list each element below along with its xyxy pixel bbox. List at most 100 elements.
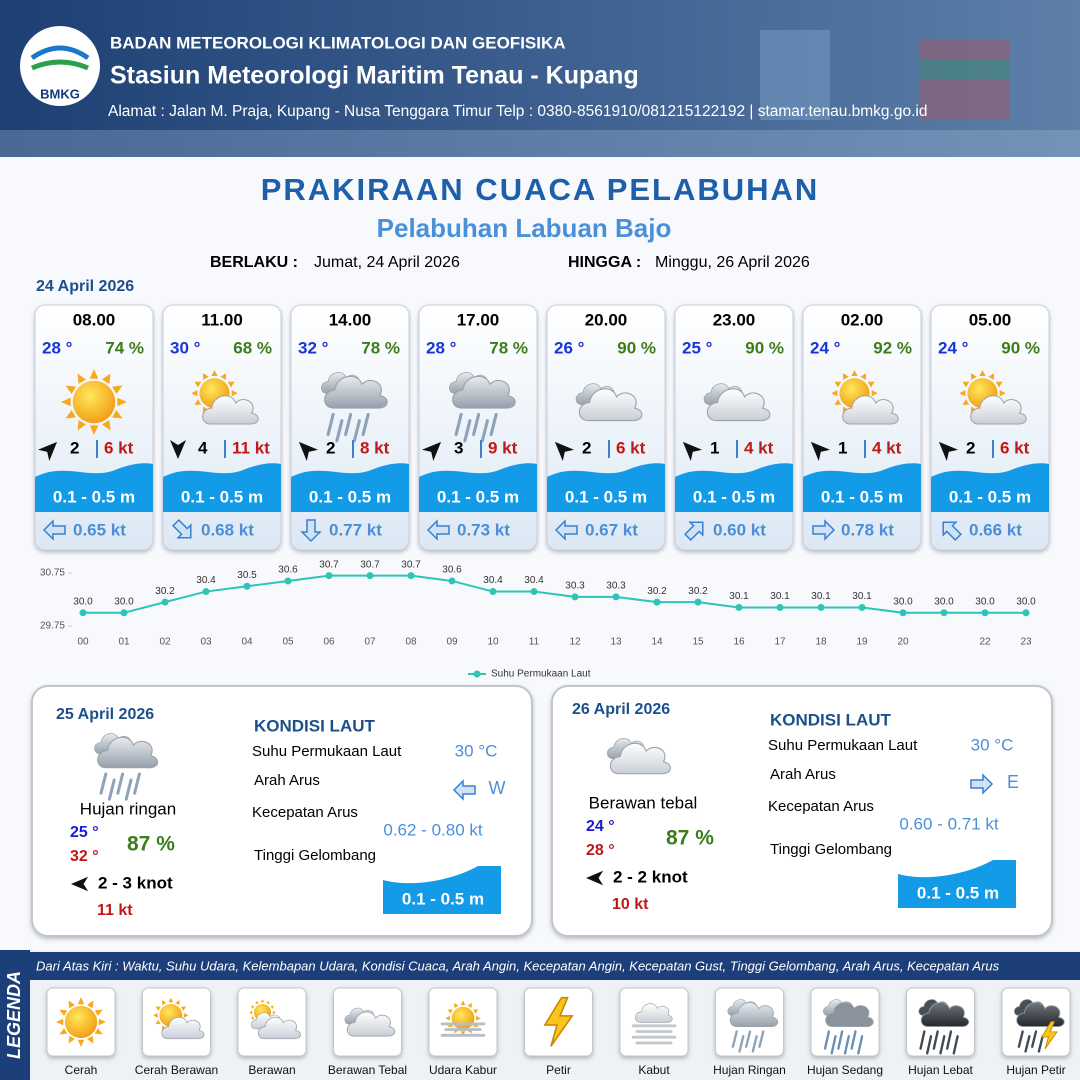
humidity: 92 % <box>873 338 912 357</box>
rain <box>335 419 344 443</box>
air-temperature: 24 ° <box>810 338 841 357</box>
wave <box>383 866 501 914</box>
sun-ray <box>112 410 123 419</box>
header-band <box>0 0 1080 157</box>
sun-ray <box>251 1016 255 1020</box>
legend-entry: Suhu Permukaan Laut <box>491 669 591 680</box>
sst-point <box>735 603 743 611</box>
value-label: 30.1 <box>852 591 872 602</box>
cloud <box>1016 1002 1065 1027</box>
sun-ray <box>98 1018 107 1026</box>
value-label: 30.7 <box>401 559 421 570</box>
gust-speed: 6 kt <box>1000 438 1030 457</box>
sun-ray <box>89 425 99 435</box>
air-temperature: 26 ° <box>554 338 585 357</box>
sun-ray <box>979 370 986 377</box>
port: Pelabuhan Labuan Bajo <box>377 213 672 243</box>
rain <box>758 1030 765 1048</box>
sun-ray <box>871 390 878 397</box>
value-label: 30.4 <box>524 575 544 586</box>
y-tick-label: 29.75 <box>40 621 65 632</box>
sun-ray <box>102 373 111 384</box>
panel-date: 25 April 2026 <box>56 706 154 723</box>
sea-speed: 0.60 - 0.71 kt <box>899 814 999 833</box>
wave-height: 0.1 - 0.5 m <box>949 487 1031 506</box>
legend-label: Berawan <box>248 1063 295 1077</box>
x-tick-label: 13 <box>610 637 622 648</box>
rain <box>352 419 361 443</box>
time: 11.00 <box>201 310 243 329</box>
sun-ray <box>467 1002 472 1009</box>
value-label: 30.0 <box>893 596 913 607</box>
air-temperature: 24 ° <box>938 338 969 357</box>
lightning <box>1040 1021 1058 1050</box>
air-temperature: 30 ° <box>170 338 201 357</box>
rain <box>107 778 116 801</box>
rain <box>1024 1035 1031 1053</box>
sst-point <box>202 588 210 596</box>
sea-sst: 30 °C <box>971 735 1014 754</box>
wind-arrow <box>298 441 319 462</box>
x-tick-label: 20 <box>897 637 909 648</box>
current-arrow <box>970 773 994 795</box>
sun-ray <box>959 390 966 397</box>
x-tick-label: 00 <box>77 637 89 648</box>
sun-ray <box>183 1012 189 1018</box>
header-scenery <box>0 30 1080 157</box>
current-arrow <box>426 519 450 541</box>
day-panel <box>31 685 533 937</box>
sun-ray <box>112 385 123 394</box>
sun-ray <box>68 1035 75 1044</box>
sst-point <box>940 609 948 617</box>
sst-point <box>858 603 866 611</box>
sun-ray <box>999 390 1006 397</box>
cloud <box>920 1002 970 1027</box>
sun-ray <box>194 399 202 405</box>
sun-ray <box>77 420 86 431</box>
value-label: 30.7 <box>319 559 339 570</box>
x-tick-label: 07 <box>364 637 376 648</box>
agency: BADAN METEOROLOGI KLIMATOLOGI DAN GEOFIS… <box>110 33 566 52</box>
wave <box>675 463 793 512</box>
wave <box>163 463 281 512</box>
value-label: 30.4 <box>483 575 503 586</box>
rain <box>124 778 133 801</box>
rain <box>1037 1035 1044 1053</box>
x-tick-label: 11 <box>529 637 540 648</box>
value-label: 30.0 <box>1016 596 1036 607</box>
wind-arrow <box>554 441 575 462</box>
sun-ray <box>851 370 858 377</box>
sun <box>64 1005 98 1039</box>
wave <box>898 860 1016 908</box>
current-speed: 0.78 kt <box>841 520 894 539</box>
humidity: 78 % <box>489 338 528 357</box>
cloud <box>634 1003 673 1023</box>
sun-ray <box>445 1015 450 1021</box>
rain <box>738 1035 745 1053</box>
weather-icon <box>831 370 899 425</box>
sun-ray <box>454 1002 459 1009</box>
cloud <box>97 736 159 769</box>
rain <box>850 1030 857 1050</box>
weather-icon <box>344 1007 396 1037</box>
sea-sst: 30 °C <box>455 741 498 760</box>
sun-ray <box>168 997 174 1003</box>
sun-ray <box>55 1018 64 1026</box>
condition: Berawan tebal <box>589 793 698 812</box>
current-speed: 0.73 kt <box>457 520 510 539</box>
sun-ray <box>460 1000 466 1006</box>
x-tick-label: 19 <box>856 637 868 648</box>
value-label: 30.7 <box>360 559 380 570</box>
sea-title: KONDISI LAUT <box>254 716 376 735</box>
sun-ray <box>867 381 875 388</box>
sun-ray <box>447 1009 453 1014</box>
x-tick-label: 15 <box>692 637 704 648</box>
wind-arrow <box>170 440 186 459</box>
legend-label: Hujan Sedang <box>807 1063 883 1077</box>
containers <box>920 40 1010 120</box>
sea-label: Tinggi Gelombang <box>254 847 376 864</box>
weather-icon <box>61 369 127 435</box>
sea-wave: 0.1 - 0.5 m <box>402 889 484 908</box>
sun-ray <box>476 1015 481 1021</box>
